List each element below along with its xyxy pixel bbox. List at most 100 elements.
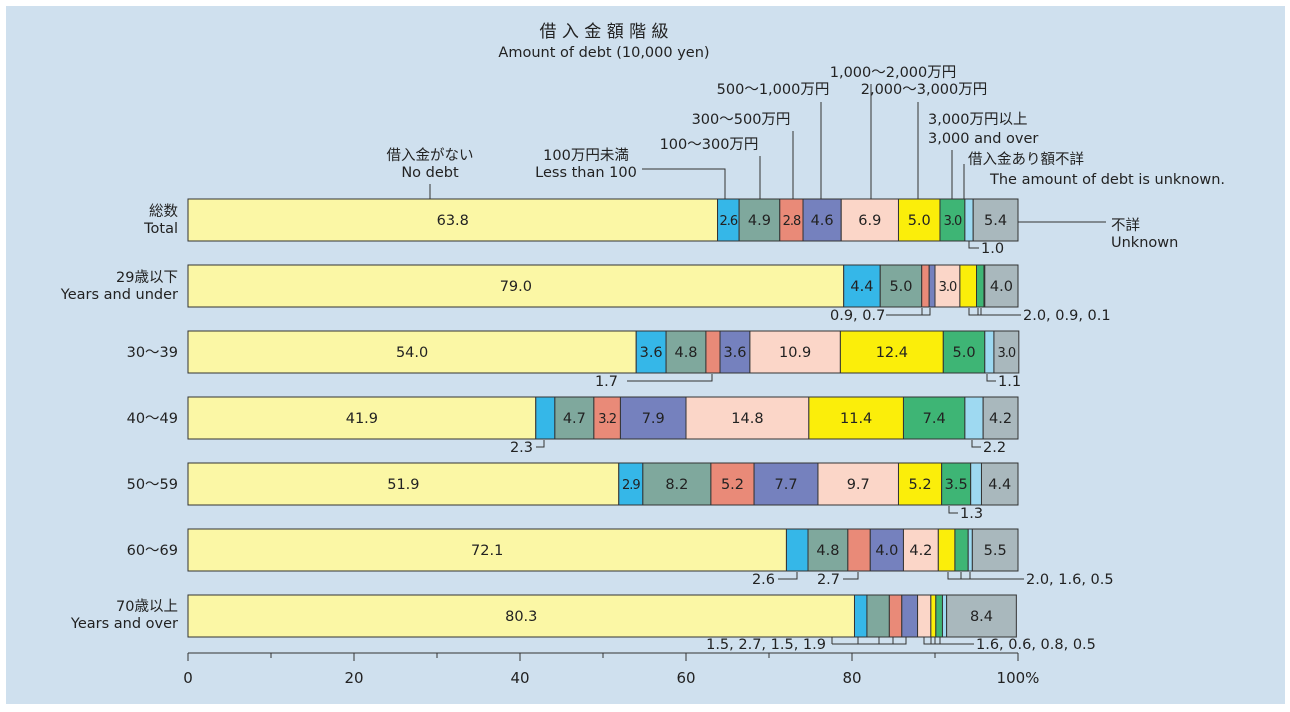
bar-segment — [984, 264, 1019, 308]
bar-segment — [901, 594, 919, 638]
bar-segment — [964, 198, 974, 242]
bar-segment — [618, 462, 644, 506]
bar-segment — [817, 462, 899, 506]
bar-segment — [939, 198, 966, 242]
bar-value-label: 41.9 — [346, 411, 378, 427]
cat-70-jp: 70歳以上 — [116, 598, 178, 615]
bar-segment — [954, 528, 969, 572]
legend-unknown-jp: 不詳 — [1111, 217, 1140, 234]
bar-segment — [930, 594, 937, 638]
legend-unknown-en: Unknown — [1111, 235, 1178, 251]
bar-segment — [187, 594, 855, 638]
bar-segment — [897, 198, 941, 242]
cat-total-en: Total — [143, 221, 178, 237]
cat-60-69: 60〜69 — [127, 543, 178, 559]
bar-value-label: 4.7 — [563, 411, 586, 427]
cat-30-39: 30〜39 — [127, 345, 178, 361]
legend-3000-en: 3,000 and over — [928, 131, 1038, 147]
chart-panel: 借 入 金 額 階 級 Amount of debt (10,000 yen) … — [6, 6, 1285, 704]
bar-value-label: 6.9 — [858, 213, 881, 229]
bar-value-label: 63.8 — [437, 213, 469, 229]
bar-value-label: 51.9 — [387, 477, 419, 493]
bar-value-label: 5.0 — [889, 279, 912, 295]
bar-segment — [942, 330, 986, 374]
callout-u29-a: 0.9, 0.7 — [830, 308, 885, 324]
legend-1000-2000: 1,000〜2,000万円 — [830, 65, 957, 81]
bar-value-label: 10.9 — [779, 345, 811, 361]
bar-value-label: 72.1 — [471, 543, 503, 559]
bar-value-label: 5.2 — [909, 477, 932, 493]
legend-no-debt-en: No debt — [401, 165, 459, 181]
callout-u29-b: 2.0, 0.9, 0.1 — [1023, 308, 1111, 324]
bar-segment — [921, 264, 930, 308]
bar-segment — [917, 594, 932, 638]
debt-stacked-bar-chart: 借 入 金 額 階 級 Amount of debt (10,000 yen) … — [60, 22, 1226, 687]
legend-300-500: 300〜500万円 — [692, 112, 791, 128]
bar-segment — [928, 264, 936, 308]
bar-value-label: 4.4 — [850, 279, 873, 295]
bar-segment — [993, 330, 1020, 374]
bar-segment — [972, 198, 1019, 242]
bar-segment — [665, 330, 707, 374]
cat-u29-jp: 29歳以下 — [116, 269, 178, 286]
callout-labels: 1.0 0.9, 0.7 2.0, 0.9, 0.1 1.7 1.1 2.3 2… — [510, 241, 1114, 653]
bar-value-label: 4.2 — [909, 543, 932, 559]
bar-value-label: 2.8 — [783, 214, 801, 229]
bar-segment — [635, 330, 667, 374]
bar-value-label: 5.2 — [721, 477, 744, 493]
bar-segment — [738, 198, 781, 242]
bar-segment — [642, 462, 712, 506]
bar-segment — [941, 594, 948, 638]
bar-value-label: 12.4 — [876, 345, 908, 361]
bar-value-label: 3.0 — [939, 280, 957, 295]
bar-value-label: 4.8 — [674, 345, 697, 361]
legend-lt100-jp: 100万円未満 — [543, 147, 629, 164]
bar-segment — [843, 264, 881, 308]
bar-segment — [959, 264, 978, 308]
bar-value-label: 3.6 — [723, 345, 746, 361]
bar-segment — [685, 396, 810, 440]
bar-segment — [866, 594, 890, 638]
callout-40-a: 2.3 — [510, 440, 533, 456]
legend-lt100-en: Less than 100 — [535, 165, 637, 181]
bar-segment — [802, 198, 842, 242]
bar-segment — [187, 330, 637, 374]
bar-segment — [554, 396, 595, 440]
bar-value-label: 7.4 — [923, 411, 946, 427]
bar-segment — [946, 594, 1017, 638]
callout-60-c: 2.0, 1.6, 0.5 — [1026, 572, 1114, 588]
bar-value-label: 8.2 — [665, 477, 688, 493]
bar-value-label: 4.0 — [875, 543, 898, 559]
legend-amount-unknown-en: The amount of debt is unknown. — [989, 172, 1225, 188]
legend-amount-unknown-jp: 借入金あり額不詳 — [968, 151, 1084, 168]
bar-segment — [980, 462, 1019, 506]
legend-leader-lines — [429, 84, 1106, 223]
callout-70-a: 1.5, 2.7, 1.5, 1.9 — [706, 637, 826, 653]
bar-value-label: 4.6 — [811, 213, 834, 229]
bar-value-label: 7.9 — [642, 411, 665, 427]
legend-labels: 借入金がない No debt 100万円未満 Less than 100 100… — [387, 65, 1226, 251]
bar-value-label: 8.4 — [970, 609, 993, 625]
chart-subtitle: Amount of debt (10,000 yen) — [498, 45, 709, 61]
x-tick-label: 60 — [676, 669, 695, 687]
callout-leader-lines — [536, 241, 1024, 645]
bar-segment — [187, 462, 620, 506]
legend-100-300: 100〜300万円 — [660, 137, 759, 153]
bar-segment — [847, 528, 871, 572]
bar-value-label: 3.0 — [944, 214, 962, 229]
callout-70-b: 1.6, 0.6, 0.8, 0.5 — [976, 637, 1096, 653]
bar-segment — [897, 462, 943, 506]
bar-segment — [808, 396, 904, 440]
cat-70-en: Years and over — [70, 616, 178, 632]
bar-value-label: 4.4 — [988, 477, 1011, 493]
bar-segment — [853, 594, 868, 638]
callout-50-b: 1.3 — [960, 506, 983, 522]
bar-segment — [976, 264, 985, 308]
x-tick-label: 80 — [842, 669, 861, 687]
bar-segment — [187, 528, 787, 572]
bar-segment — [937, 528, 956, 572]
bar-value-label: 14.8 — [731, 411, 763, 427]
cat-total-jp: 総数 — [149, 203, 178, 220]
bar-value-label: 3.6 — [640, 345, 663, 361]
bar-value-label: 2.9 — [622, 478, 640, 493]
